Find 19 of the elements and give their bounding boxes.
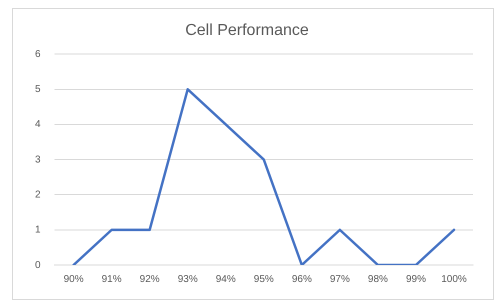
x-tick-label: 92%	[140, 274, 160, 285]
y-tick-label: 4	[35, 119, 41, 130]
y-tick-label: 5	[35, 84, 41, 96]
y-tick-label: 3	[35, 154, 41, 166]
x-tick-label: 97%	[330, 274, 350, 285]
x-tick-label: 96%	[292, 274, 312, 285]
x-tick-label: 99%	[406, 274, 426, 285]
chart-title: Cell Performance	[185, 22, 309, 40]
x-tick-label: 100%	[441, 274, 467, 285]
y-tick-label: 6	[35, 48, 41, 60]
y-tick-label: 2	[35, 189, 41, 200]
y-tick-label: 0	[35, 260, 41, 271]
x-tick-label: 95%	[254, 274, 274, 285]
x-tick-label: 93%	[178, 274, 198, 285]
y-tick-label: 1	[35, 224, 41, 236]
x-tick-label: 94%	[216, 274, 236, 285]
x-tick-label: 98%	[368, 274, 388, 285]
x-tick-label: 91%	[102, 274, 122, 285]
x-tick-label: 90%	[64, 274, 84, 285]
